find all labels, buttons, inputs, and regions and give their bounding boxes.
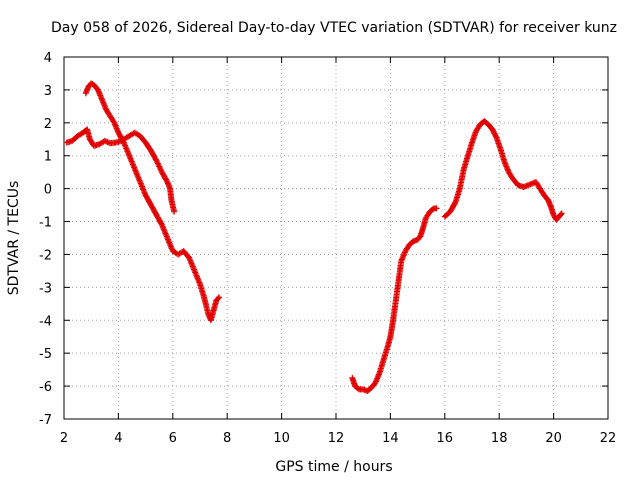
y-tick-label: -4 — [39, 314, 52, 329]
x-tick-label: 12 — [328, 431, 345, 446]
y-tick-label: -5 — [39, 347, 52, 362]
y-tick-label: 2 — [44, 117, 52, 132]
y-tick-label: -7 — [39, 413, 52, 428]
x-axis-label: GPS time / hours — [275, 459, 392, 475]
data-point — [158, 220, 165, 227]
data-point — [433, 205, 440, 212]
y-tick-label: 1 — [44, 150, 52, 165]
ticks — [63, 56, 609, 420]
data-point — [171, 208, 178, 215]
y-axis-label: SDTVAR / TECUs — [6, 181, 22, 296]
y-tick-labels: 4 3 2 1 0 -1 -2 -3 -4 -5 -6 -7 — [39, 51, 52, 428]
series-segment-2 — [82, 80, 223, 324]
data-point — [152, 156, 159, 163]
data-point — [557, 211, 564, 218]
y-tick-label: 3 — [44, 84, 52, 99]
x-tick-label: 22 — [600, 431, 617, 446]
data-point — [491, 130, 498, 137]
y-tick-label: -1 — [39, 216, 52, 231]
y-tick-label: -3 — [39, 281, 52, 296]
x-tick-labels: 2 4 6 8 10 12 14 16 18 20 22 — [60, 431, 616, 446]
x-tick-label: 16 — [437, 431, 454, 446]
series — [63, 80, 565, 395]
x-tick-label: 6 — [169, 431, 177, 446]
x-tick-label: 4 — [114, 431, 122, 446]
x-tick-label: 2 — [60, 431, 68, 446]
data-point — [215, 295, 222, 302]
x-tick-label: 18 — [491, 431, 508, 446]
x-tick-label: 8 — [223, 431, 231, 446]
data-point — [492, 131, 499, 138]
y-tick-label: -2 — [39, 248, 52, 263]
y-tick-label: 4 — [44, 51, 52, 66]
data-point — [490, 129, 497, 136]
grid — [64, 57, 608, 419]
y-tick-label: 0 — [44, 183, 52, 198]
data-point — [120, 138, 127, 145]
x-tick-label: 10 — [273, 431, 290, 446]
data-point — [492, 133, 499, 140]
x-tick-label: 20 — [545, 431, 562, 446]
series-segment-1 — [63, 126, 178, 215]
x-tick-label: 14 — [382, 431, 399, 446]
data-point — [558, 210, 565, 217]
series-segment-3 — [349, 205, 440, 395]
data-point — [452, 200, 458, 207]
data-point — [490, 127, 497, 134]
data-point — [110, 118, 117, 125]
series-segment-4 — [441, 118, 565, 223]
data-point — [489, 126, 496, 133]
data-point — [216, 294, 223, 301]
y-tick-label: -6 — [39, 380, 52, 395]
chart-title: Day 058 of 2026, Sidereal Day-to-day VTE… — [51, 20, 617, 36]
